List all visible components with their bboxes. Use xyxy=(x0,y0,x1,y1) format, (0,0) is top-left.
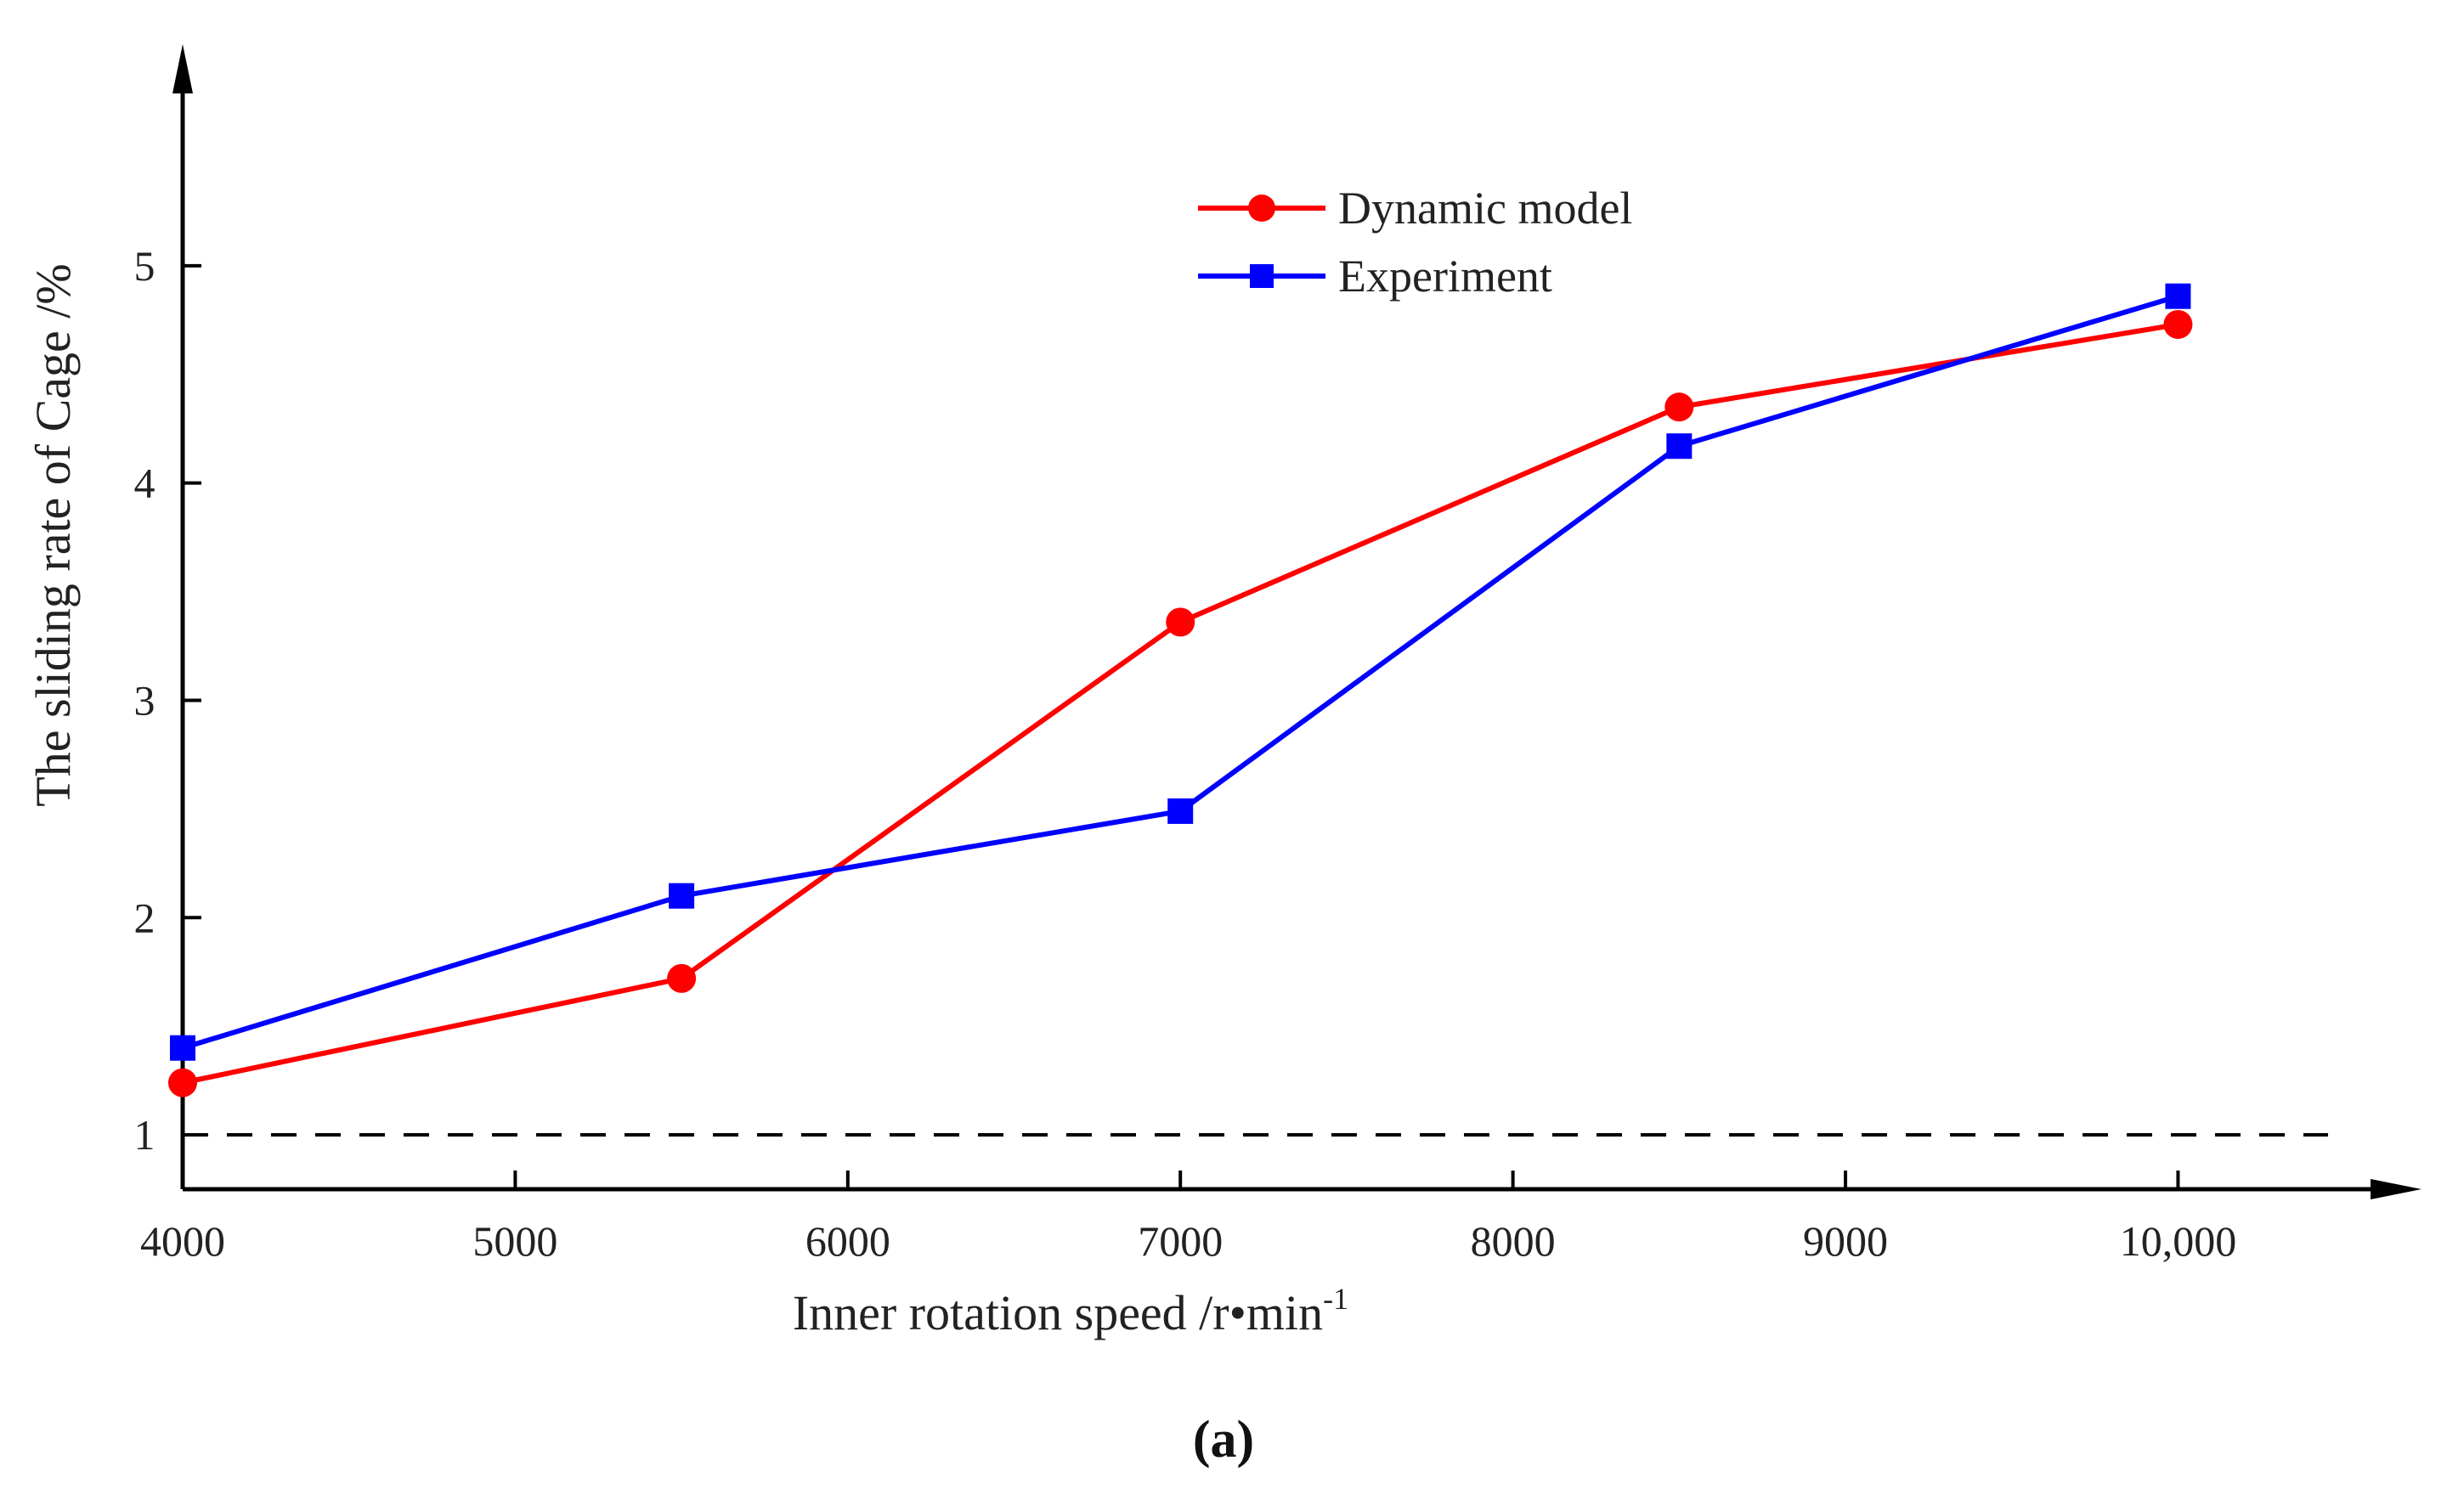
axes: 4000 5000 6000 7000 8000 9000 10,000 1 2 3 4 5 xyxy=(134,44,2422,1265)
data-point-experiment xyxy=(170,1035,195,1061)
legend-label-experiment: Experiment xyxy=(1338,251,1552,302)
legend-marker-experiment xyxy=(1250,264,1274,288)
data-point-dynamic-model xyxy=(1664,392,1694,422)
series-line-experiment xyxy=(182,293,2179,1051)
x-tick-label: 5000 xyxy=(472,1217,557,1265)
series-group xyxy=(168,283,2193,1097)
x-tick-label: 8000 xyxy=(1471,1217,1556,1265)
x-tick-label: 10,000 xyxy=(2120,1217,2237,1265)
y-tick-label: 1 xyxy=(134,1111,155,1159)
y-tick-label: 2 xyxy=(134,894,155,941)
y-axis-arrowhead xyxy=(172,44,193,93)
series-line-dynamic-model xyxy=(182,321,2179,1086)
data-point-experiment xyxy=(2165,283,2191,309)
data-point-dynamic-model xyxy=(2163,309,2193,339)
y-tick-label: 5 xyxy=(134,242,155,290)
x-tick-label: 7000 xyxy=(1138,1217,1223,1265)
data-point-dynamic-model xyxy=(667,963,697,993)
y-tick-label: 4 xyxy=(134,460,155,507)
x-tick-label: 9000 xyxy=(1803,1217,1888,1265)
figure-caption: (a) xyxy=(1193,1411,1254,1469)
legend: Dynamic model Experiment xyxy=(1198,183,1632,302)
x-axis-title: Inner rotation speed /r•min-1 xyxy=(793,1282,1348,1340)
y-axis-title: The sliding rate of Cage /% xyxy=(25,263,81,806)
y-tick-label: 3 xyxy=(134,676,155,724)
legend-label-dynamic-model: Dynamic model xyxy=(1338,183,1632,234)
data-point-experiment xyxy=(1666,433,1693,460)
x-axis-arrowhead xyxy=(2371,1179,2422,1199)
data-point-dynamic-model xyxy=(168,1068,197,1097)
legend-marker-dynamic-model xyxy=(1248,195,1275,222)
x-tick-label: 6000 xyxy=(805,1217,890,1265)
x-axis-title-main: Inner rotation speed /r•min xyxy=(793,1285,1323,1340)
x-axis-title-superscript: -1 xyxy=(1323,1282,1348,1316)
data-point-experiment xyxy=(669,883,695,909)
x-tick-label: 4000 xyxy=(140,1217,225,1265)
data-point-dynamic-model xyxy=(1166,607,1195,637)
data-point-experiment xyxy=(1167,798,1194,824)
